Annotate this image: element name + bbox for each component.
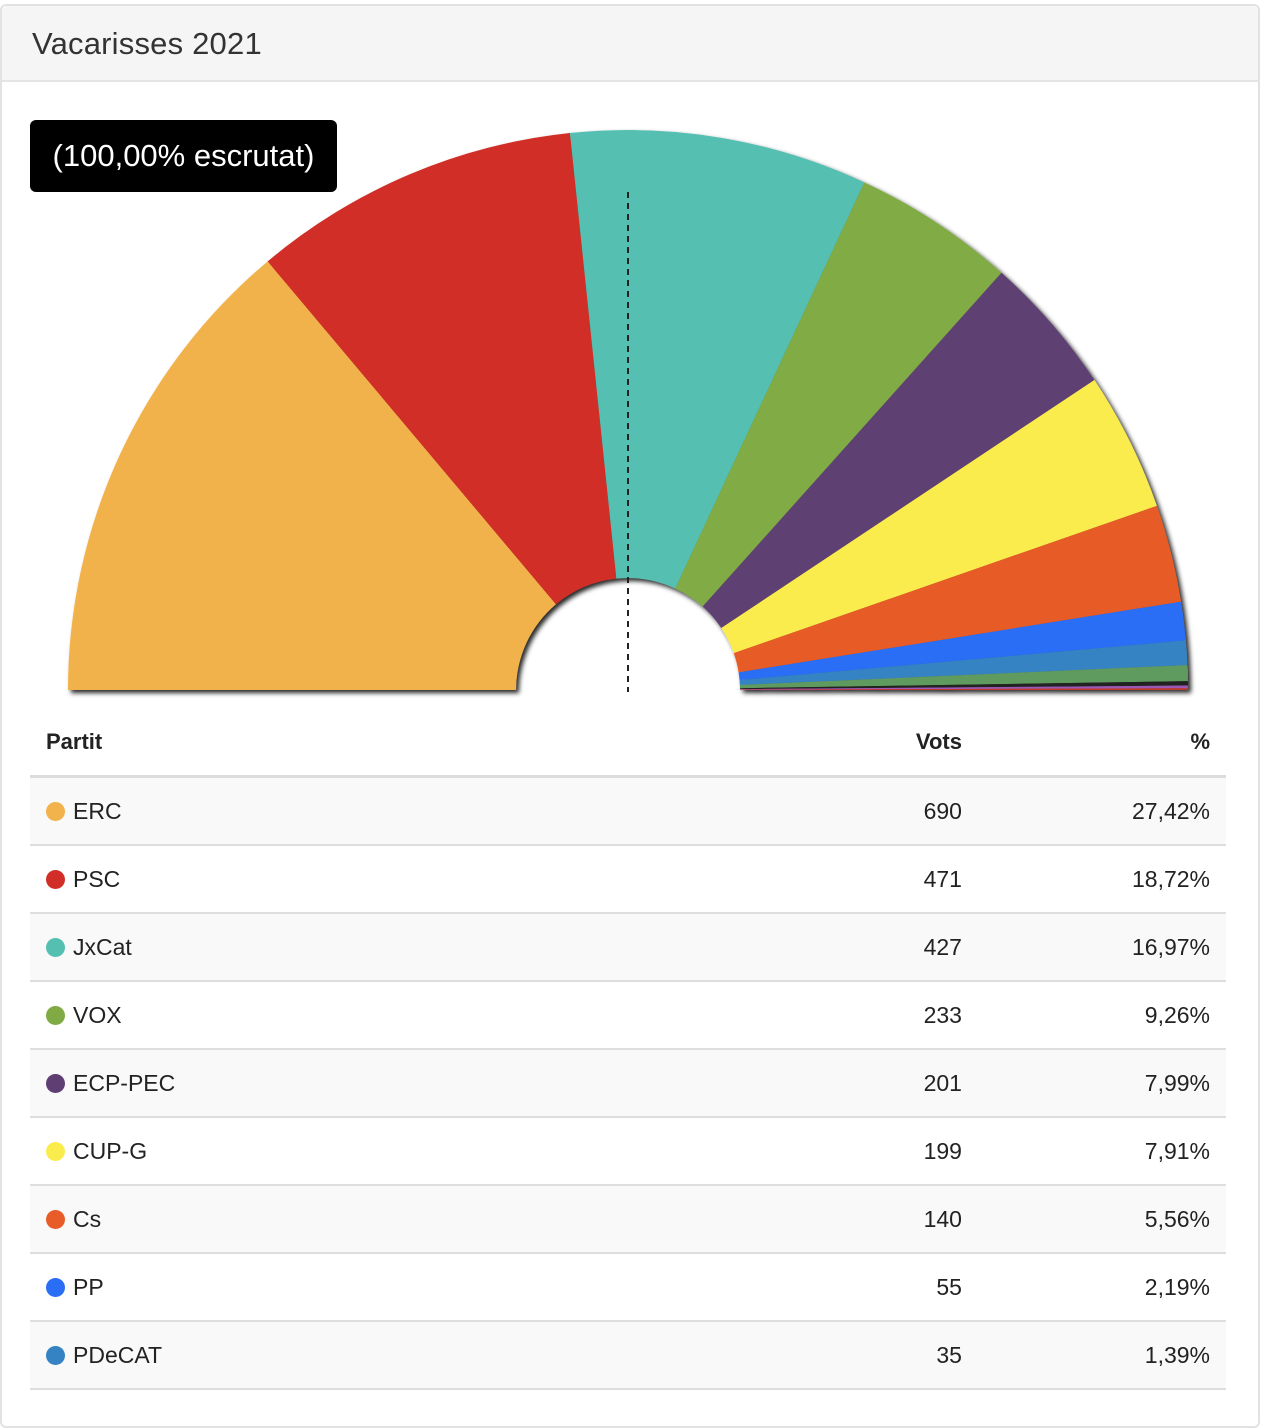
percent-cell: 9,26% [977,981,1226,1050]
percent-cell: 1,39% [977,1321,1226,1390]
party-color-dot [46,1141,65,1161]
table-row: PP 55 2,19% [30,1253,1226,1322]
slice-jxcat[interactable] [569,130,865,589]
votes-cell: 35 [802,1321,978,1390]
percent-cell: 18,72% [977,845,1226,914]
hemicycle-chart [68,130,1188,692]
slice-other-10[interactable] [739,681,1188,690]
party-color-dot [46,1209,65,1229]
panel-header [2,6,1258,82]
party-cell: Cs [30,1185,802,1254]
percent-cell: 5,56% [977,1185,1226,1254]
header-party[interactable]: Partit [30,708,802,778]
percent-cell: 7,99% [977,1049,1226,1118]
table-row: JxCat 427 16,97% [30,913,1226,982]
slice-erc[interactable] [68,261,556,690]
party-color-dot [46,1277,65,1297]
party-name: PDeCAT [73,1341,163,1368]
slice-pdecat[interactable] [739,640,1188,686]
party-name: PP [73,1273,104,1300]
party-color-dot [46,1005,65,1025]
party-name: ECP-PEC [73,1069,176,1096]
table-row: CUP-G 199 7,91% [30,1117,1226,1186]
percent-cell: 27,42% [977,776,1226,846]
party-cell: VOX [30,981,802,1050]
percent-cell: 16,97% [977,913,1226,982]
slice-cup-g[interactable] [721,380,1157,654]
votes-cell: 201 [802,1049,978,1118]
party-color-dot [46,1073,65,1093]
votes-cell: 233 [802,981,978,1050]
votes-cell: 140 [802,1185,978,1254]
party-cell: JxCat [30,913,802,982]
table-row: ERC 690 27,42% [30,776,1226,846]
panel-title: Vacarisses 2021 [32,26,262,61]
votes-cell: 427 [802,913,978,982]
slice-psc[interactable] [267,133,617,605]
party-color-dot [46,869,65,889]
slice-vox[interactable] [675,182,1002,607]
results-table: Partit Vots % ERC 690 27,42% PSC 471 18,… [30,708,1226,1390]
party-color-dot [46,1345,65,1365]
votes-cell: 471 [802,845,978,914]
party-cell: PP [30,1253,802,1322]
slice-other-12[interactable] [739,688,1188,690]
table-row: PSC 471 18,72% [30,845,1226,914]
percent-cell: 7,91% [977,1117,1226,1186]
slice-cs[interactable] [733,505,1181,673]
table-row: PDeCAT 35 1,39% [30,1321,1226,1390]
party-cell: PDeCAT [30,1321,802,1390]
votes-cell: 690 [802,776,978,846]
party-name: CUP-G [73,1137,148,1164]
party-color-dot [46,801,65,821]
party-name: PSC [73,865,121,892]
table-row: Cs 140 5,56% [30,1185,1226,1254]
table-row: VOX 233 9,26% [30,981,1226,1050]
slices-group [68,130,1188,690]
header-votes[interactable]: Vots [802,708,978,778]
table-row: ECP-PEC 201 7,99% [30,1049,1226,1118]
party-name: Cs [73,1205,102,1232]
party-color-dot [46,937,65,957]
party-name: ERC [73,797,122,824]
votes-cell: 55 [802,1253,978,1322]
slice-other-11[interactable] [739,685,1188,690]
party-name: VOX [73,1001,122,1028]
header-percent[interactable]: % [977,708,1226,778]
party-cell: PSC [30,845,802,914]
slice-ecp-pec[interactable] [702,272,1095,629]
count-badge: (100,00% escrutat) [30,120,337,192]
votes-cell: 199 [802,1117,978,1186]
slice-pp[interactable] [738,601,1186,681]
party-name: JxCat [73,933,132,960]
table-header-row: Partit Vots % [30,708,1226,778]
party-cell: CUP-G [30,1117,802,1186]
slice-other-9[interactable] [739,665,1188,689]
party-cell: ECP-PEC [30,1049,802,1118]
party-cell: ERC [30,776,802,846]
percent-cell: 2,19% [977,1253,1226,1322]
